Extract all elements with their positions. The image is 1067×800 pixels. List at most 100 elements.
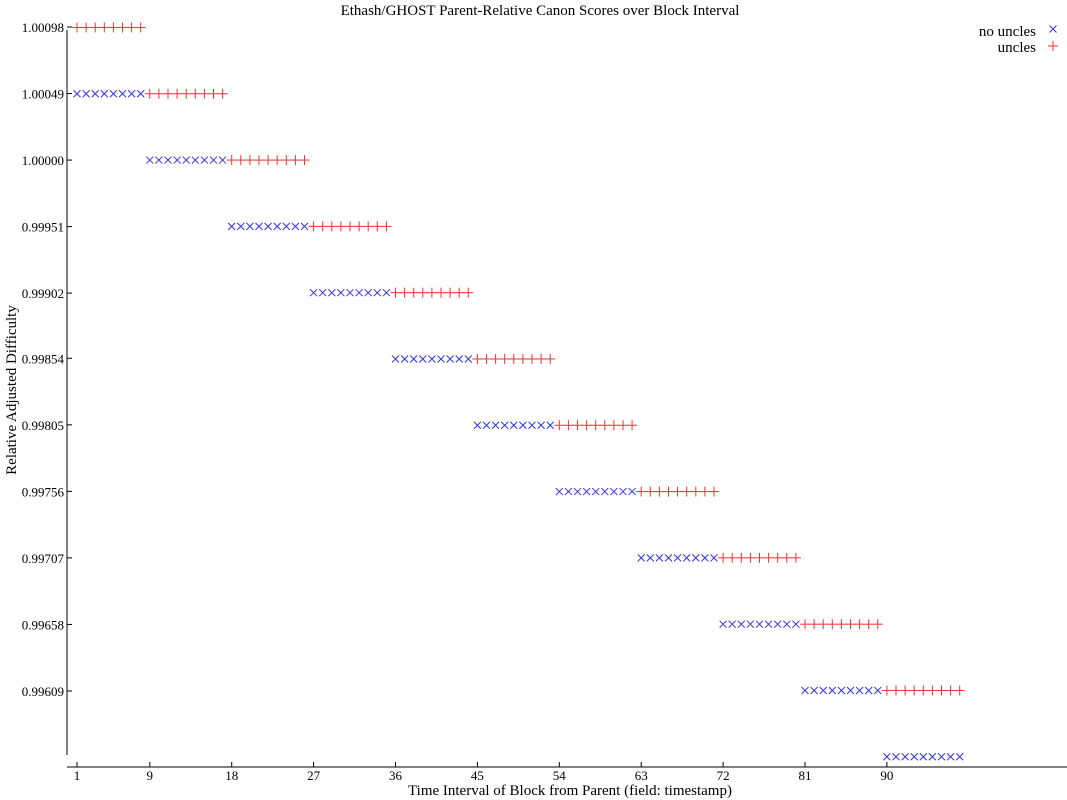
uncles-point [99, 22, 110, 33]
uncles-point [281, 155, 292, 166]
no-uncles-point [755, 620, 764, 629]
no-uncles-point [537, 421, 545, 430]
uncles-point [663, 486, 674, 497]
uncles-point [135, 22, 146, 33]
uncles-point [317, 221, 328, 232]
uncles-point [608, 420, 619, 431]
uncles-point [618, 420, 628, 431]
no-uncles-point [191, 156, 200, 164]
uncles-point [781, 552, 792, 563]
uncles-point [900, 685, 911, 696]
no-uncles-point [364, 288, 373, 297]
no-uncles-point [482, 421, 491, 430]
no-uncles-point [73, 89, 81, 98]
uncles-point [654, 486, 665, 497]
no-uncles-point [373, 288, 382, 297]
uncles-point [399, 287, 410, 298]
no-uncles-point [637, 554, 646, 562]
uncles-point [499, 353, 510, 364]
uncles-point [226, 155, 237, 166]
no-uncles-point [946, 752, 955, 761]
no-uncles-point [873, 686, 882, 695]
uncles-point [363, 221, 374, 232]
uncles-point [809, 619, 820, 630]
no-uncles-point [728, 620, 737, 629]
no-uncles-point [810, 686, 818, 695]
uncles-point [490, 353, 501, 364]
uncles-point [263, 155, 274, 166]
uncles-point [454, 287, 465, 298]
no-uncles-point [100, 89, 109, 98]
no-uncles-point [346, 288, 354, 297]
no-uncles-point [136, 89, 145, 98]
uncles-point [918, 685, 929, 696]
no-uncles-point [764, 620, 773, 629]
uncles-point [417, 287, 428, 298]
no-uncles-point [318, 288, 327, 297]
no-uncles-point [473, 421, 482, 430]
no-uncles-point [737, 620, 746, 629]
no-uncles-point [82, 89, 90, 98]
uncles-point [345, 221, 355, 232]
uncles-point [272, 155, 283, 166]
uncles-point [945, 685, 956, 696]
no-uncles-point [564, 487, 573, 496]
uncles-point [854, 619, 865, 630]
y-tick-label: 1.00049 [22, 87, 64, 102]
x-axis-ticks: 1 9 18 27 36 45 54 63 72 81 90 [74, 762, 893, 783]
no-uncles-point [300, 222, 309, 231]
uncles-point [81, 22, 92, 33]
no-uncles-point [500, 421, 509, 430]
uncles-point [208, 88, 219, 99]
uncles-point [463, 287, 474, 298]
y-tick-label: 1.00000 [22, 153, 64, 168]
x-tick-label: 54 [553, 768, 567, 783]
no-uncles-point [819, 686, 828, 695]
uncles-point [308, 221, 319, 232]
no-uncles-point [555, 487, 564, 496]
uncles-point [645, 486, 656, 497]
no-uncles-point [655, 554, 664, 562]
no-uncles-point [309, 288, 318, 297]
uncles-point [445, 287, 456, 298]
no-uncles-point [200, 156, 209, 164]
y-tick-label: 0.99707 [22, 551, 65, 566]
legend-marker-no-uncles [1049, 25, 1057, 33]
legend-label-no-uncles: no uncles [979, 24, 1036, 40]
no-uncles-point [164, 156, 172, 164]
uncles-point [563, 420, 574, 431]
legend-marker-uncles [1048, 41, 1058, 51]
uncles-point [126, 22, 137, 33]
uncles-point [800, 619, 810, 630]
uncles-point [326, 221, 337, 232]
no-uncles-point [782, 620, 791, 629]
no-uncles-point [291, 222, 300, 231]
uncles-point [381, 221, 392, 232]
uncles-point [181, 88, 192, 99]
no-uncles-point [327, 288, 336, 297]
no-uncles-point [928, 752, 937, 761]
uncles-point [572, 420, 583, 431]
uncles-point [527, 353, 537, 364]
uncles-point [599, 420, 610, 431]
no-uncles-point [528, 421, 536, 430]
no-uncles-point [391, 355, 400, 363]
uncles-point [372, 221, 383, 232]
no-uncles-point [591, 487, 600, 496]
no-uncles-point [446, 355, 454, 363]
y-tick-label: 0.99658 [22, 617, 64, 632]
uncles-point [508, 353, 519, 364]
x-tick-label: 63 [635, 768, 648, 783]
uncles-point [244, 155, 255, 166]
no-uncles-point [227, 222, 236, 231]
no-uncles-point [710, 554, 718, 562]
uncles-point [536, 353, 547, 364]
no-uncles-point [682, 554, 691, 562]
x-tick-label: 18 [225, 768, 238, 783]
no-uncles-point [409, 355, 418, 363]
uncles-point [845, 619, 856, 630]
uncles-point [472, 353, 483, 364]
no-uncles-point [455, 355, 464, 363]
no-uncles-point [400, 355, 409, 363]
uncles-point [954, 685, 965, 696]
